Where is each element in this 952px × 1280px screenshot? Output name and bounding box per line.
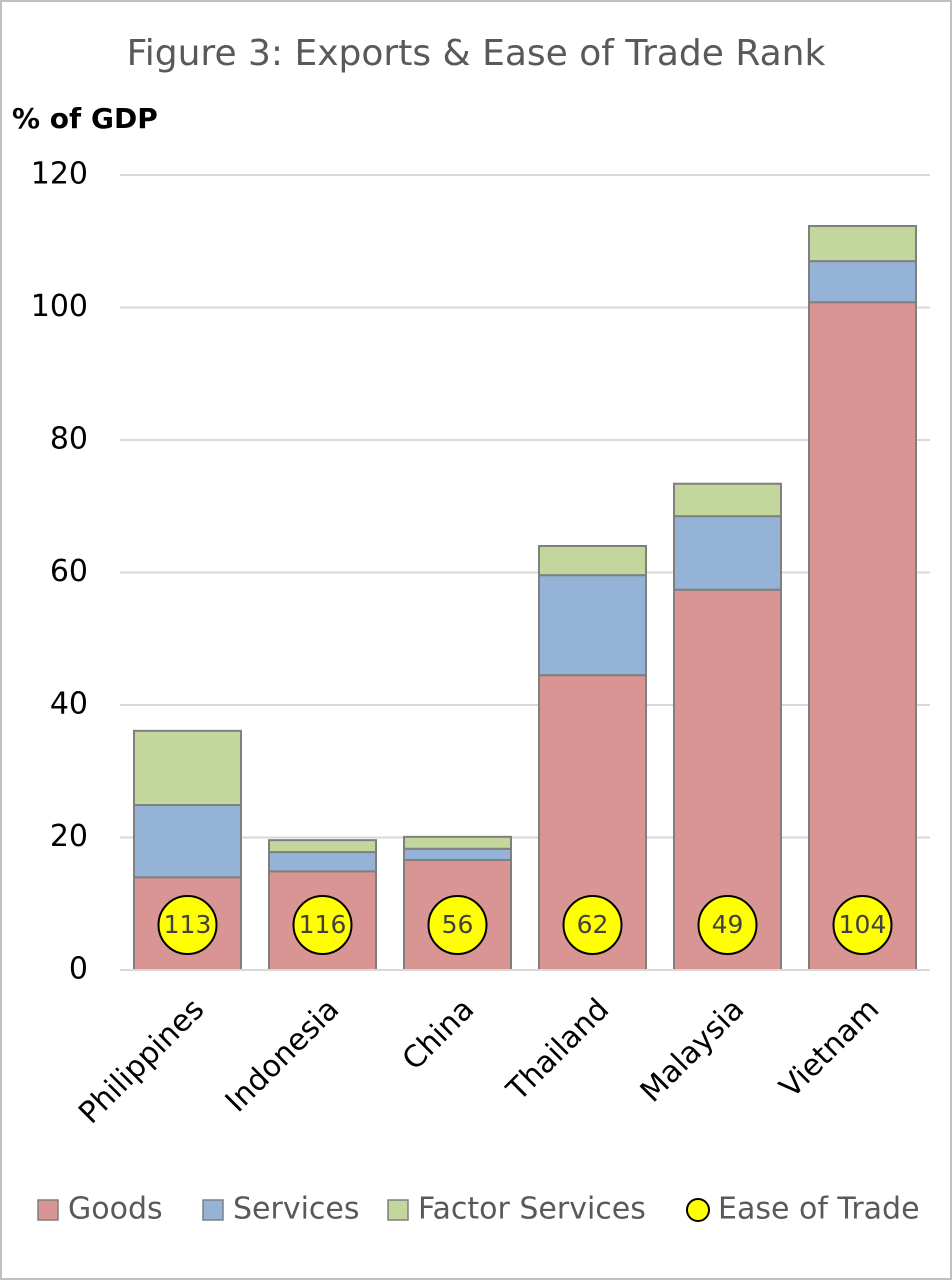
y-axis-label: % of GDP [12, 102, 158, 135]
rank-marker [292, 895, 353, 955]
legend-swatch [387, 1199, 409, 1221]
rank-marker [832, 895, 893, 955]
y-tick-label: 60 [50, 554, 88, 589]
bar-segment [403, 847, 512, 862]
bar-segment [808, 301, 917, 971]
bar-segment [268, 851, 377, 873]
rank-marker [697, 895, 758, 955]
bar-segment [673, 515, 782, 591]
bar-segment [538, 574, 647, 677]
legend-label: Ease of Trade [718, 1192, 920, 1227]
rank-label: 49 [712, 910, 744, 939]
bar-segment [268, 839, 377, 854]
bar-segment [133, 804, 242, 879]
rank-label: 56 [442, 910, 474, 939]
rank-label: 104 [839, 910, 887, 939]
y-tick-label: 100 [31, 289, 88, 324]
bar-segment [808, 225, 917, 263]
y-tick-label: 120 [31, 157, 88, 192]
bar-segment [133, 729, 242, 807]
rank-marker [562, 895, 623, 955]
bar-segment [808, 260, 917, 304]
legend-label: Goods [68, 1192, 163, 1227]
legend-label: Services [233, 1192, 360, 1227]
legend-swatch [37, 1199, 59, 1221]
rank-label: 113 [164, 910, 212, 939]
legend-label: Factor Services [418, 1192, 646, 1227]
bar-segment [403, 835, 512, 850]
legend-marker [686, 1198, 710, 1222]
y-tick-label: 0 [69, 952, 88, 987]
y-tick-label: 20 [50, 819, 88, 854]
rank-marker [427, 895, 488, 955]
chart-title: Figure 3: Exports & Ease of Trade Rank [127, 33, 826, 74]
bar-segment [538, 545, 647, 577]
bar-segment [673, 482, 782, 518]
legend-swatch [202, 1199, 224, 1221]
rank-label: 116 [299, 910, 347, 939]
rank-marker [157, 895, 218, 955]
y-tick-label: 40 [50, 687, 88, 722]
rank-label: 62 [577, 910, 609, 939]
y-tick-label: 80 [50, 422, 88, 457]
